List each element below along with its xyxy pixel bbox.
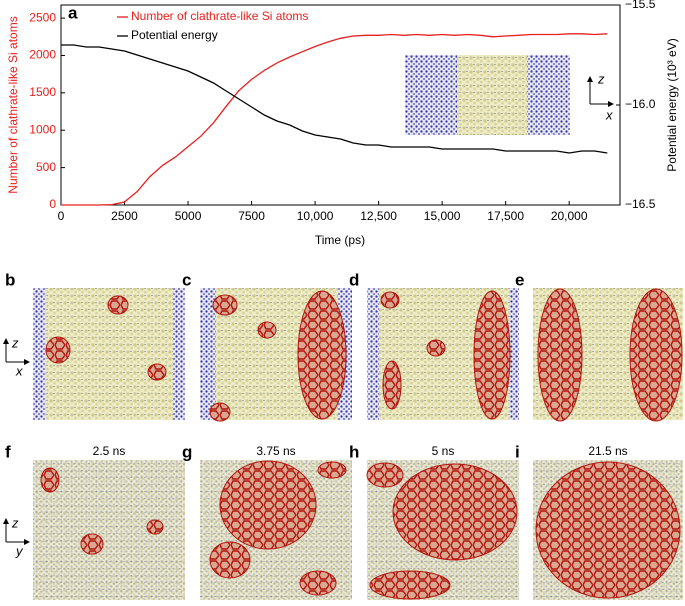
panel-time: 5 ns [432,444,455,458]
clathrate-cluster [107,295,129,315]
clathrate-cluster [537,288,583,422]
y-tick-label: 0 [49,197,56,211]
y2-axis-label: Potential energy (10³ eV) [665,38,679,171]
legend-label: Potential energy [131,28,218,42]
clathrate-cluster [473,290,511,420]
panel-label: h [349,442,359,461]
series-line [61,44,608,154]
panel-label: b [5,270,15,289]
x-tick-label: 7500 [238,209,265,223]
arrow-head [24,359,30,365]
y-axis-label: Number of clathrate-like Si atoms [6,16,20,193]
y-tick-label: 1000 [29,122,56,136]
clathrate-cluster [299,570,337,596]
panel [366,460,519,600]
x-tick-label: 2500 [111,209,138,223]
panel [367,288,519,420]
clathrate-cluster [380,291,400,309]
liquid-region [33,288,45,420]
panel-label: g [182,442,192,461]
axis-label: x [15,363,23,378]
panel-time: 2.5 ns [93,444,126,458]
liquid-region [510,288,519,420]
clathrate-cluster [257,321,277,339]
panel-label: a [68,3,78,22]
panel-label: f [5,442,11,461]
liquid-region [367,288,379,420]
clathrate-cluster [426,339,446,357]
liquid-region [200,288,216,420]
axis-label: z [11,335,19,350]
inset-crystal [457,55,527,135]
panel [533,460,683,600]
inset-axes [587,76,614,107]
legend-label: Number of clathrate-like Si atoms [131,9,308,23]
y-tick-label: 1500 [29,85,56,99]
series-line [61,33,608,206]
clathrate-cluster [297,290,347,420]
inset-axis-label: z [597,71,605,86]
clathrate-cluster [369,570,451,600]
arrow-head [24,539,30,545]
axis-label: z [11,515,19,530]
panel-label: i [515,442,520,461]
y-tick-label: 500 [36,160,56,174]
clathrate-cluster [146,519,164,535]
panel-label: c [182,270,191,289]
panel [200,288,352,422]
panel [533,288,683,422]
panel-label: e [515,270,524,289]
x-tick-label: 0 [58,209,65,223]
clathrate-cluster [317,461,347,479]
panel [33,288,185,420]
clathrate-cluster [45,336,71,364]
inset-axis-label: x [605,107,613,122]
liquid-region [173,288,185,420]
axis-label: y [15,543,24,558]
clathrate-cluster [80,533,104,555]
clathrate-cluster [366,462,404,488]
clathrate-cluster [212,294,238,316]
y-tick-label: 2500 [29,10,56,24]
y2-tick-label: −16.0 [625,97,656,111]
panel [200,460,352,600]
x-tick-label: 15,000 [424,209,461,223]
clathrate-cluster [219,460,317,550]
clathrate-cluster [209,541,251,579]
clathrate-cluster [535,461,681,599]
x-tick-label: 10,000 [297,209,334,223]
clathrate-cluster [40,467,60,493]
y-tick-label: 2000 [29,48,56,62]
x-tick-label: 20,000 [551,209,588,223]
x-tick-label: 5000 [175,209,202,223]
arrow-head [3,518,9,524]
y2-tick-label: −16.5 [625,197,656,211]
clathrate-cluster [382,360,402,410]
panel [33,460,185,600]
panel-time: 21.5 ns [588,444,627,458]
x-tick-label: 17,500 [487,209,524,223]
x-tick-label: 12,500 [360,209,397,223]
y2-tick-label: −15.5 [625,0,656,11]
panel-time: 3.75 ns [256,444,295,458]
clathrate-cluster [629,288,683,422]
x-axis-label: Time (ps) [315,233,365,247]
clathrate-cluster [392,463,518,561]
clathrate-cluster [209,402,231,422]
clathrate-cluster [147,363,167,381]
arrow-head [3,338,9,344]
panel-label: d [349,270,359,289]
